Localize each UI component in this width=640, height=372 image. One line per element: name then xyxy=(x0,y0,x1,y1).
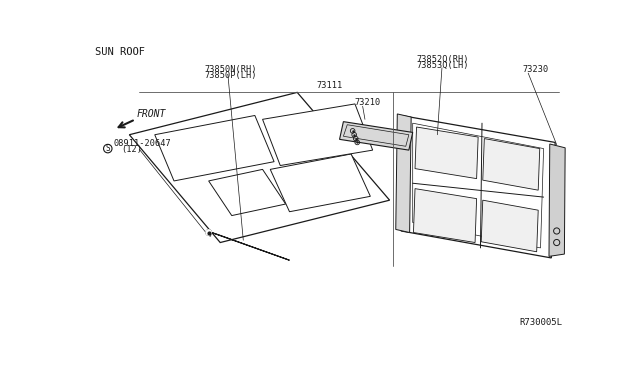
Polygon shape xyxy=(209,169,285,216)
Polygon shape xyxy=(262,104,372,166)
Text: 73230: 73230 xyxy=(522,65,548,74)
Polygon shape xyxy=(401,115,555,258)
Circle shape xyxy=(206,230,211,235)
Text: FRONT: FRONT xyxy=(137,109,166,119)
Polygon shape xyxy=(207,231,289,260)
Text: 73210: 73210 xyxy=(354,99,380,108)
Text: 73853Q(LH): 73853Q(LH) xyxy=(417,61,469,70)
Polygon shape xyxy=(549,144,565,256)
Polygon shape xyxy=(155,115,274,181)
Polygon shape xyxy=(415,127,478,179)
Text: 73850N(RH): 73850N(RH) xyxy=(205,65,257,74)
Text: 73852Q(RH): 73852Q(RH) xyxy=(417,55,469,64)
Polygon shape xyxy=(413,189,477,243)
Circle shape xyxy=(206,230,211,235)
Polygon shape xyxy=(396,114,411,232)
Polygon shape xyxy=(483,139,540,190)
Text: (12): (12) xyxy=(121,145,142,154)
Text: 73850P(LH): 73850P(LH) xyxy=(205,71,257,80)
Text: 08911-20647: 08911-20647 xyxy=(113,139,171,148)
Polygon shape xyxy=(340,122,413,150)
Polygon shape xyxy=(129,92,390,243)
Polygon shape xyxy=(270,154,371,212)
Text: 73111: 73111 xyxy=(316,81,342,90)
Text: R730005L: R730005L xyxy=(520,318,563,327)
Polygon shape xyxy=(481,200,538,252)
Text: S: S xyxy=(106,144,111,153)
Text: SUN ROOF: SUN ROOF xyxy=(95,47,145,57)
